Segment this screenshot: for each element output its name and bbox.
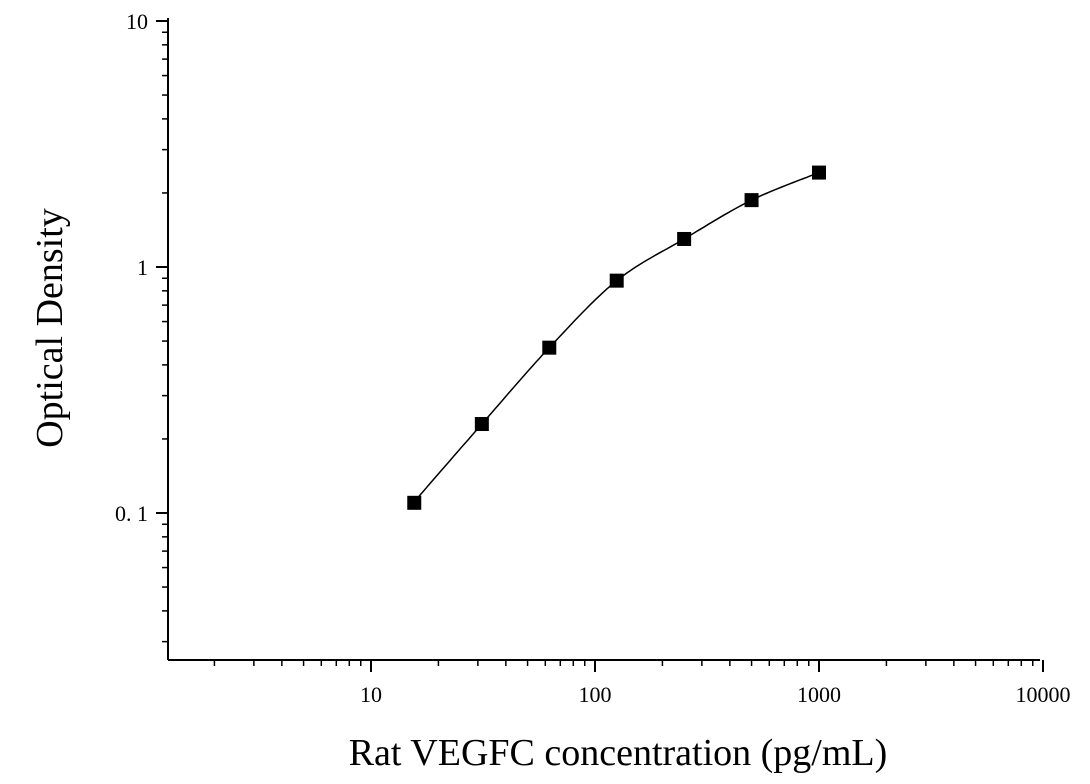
x-tick-label: 10 [360,682,382,707]
y-tick-label: 0. 1 [115,501,148,526]
x-tick-label: 10000 [1016,682,1071,707]
data-point [744,193,759,208]
data-point [609,273,624,288]
data-point [677,231,692,246]
data-point [812,165,826,180]
x-axis-title: Rat VEGFC concentration (pg/mL) [349,732,888,774]
y-axis-title: Optical Density [29,208,71,448]
x-tick-label: 100 [579,682,612,707]
data-point [407,495,422,510]
y-tick-label: 1 [137,255,148,280]
data-point [474,417,489,432]
y-tick-label: 10 [126,9,148,34]
axes: 10 100 1000 10000 0. 1 1 10 [115,9,1071,707]
fit-curve-group [411,171,820,505]
data-points [407,165,826,510]
fit-curve [411,171,820,505]
x-tick-label: 1000 [797,682,841,707]
data-point [542,340,557,355]
